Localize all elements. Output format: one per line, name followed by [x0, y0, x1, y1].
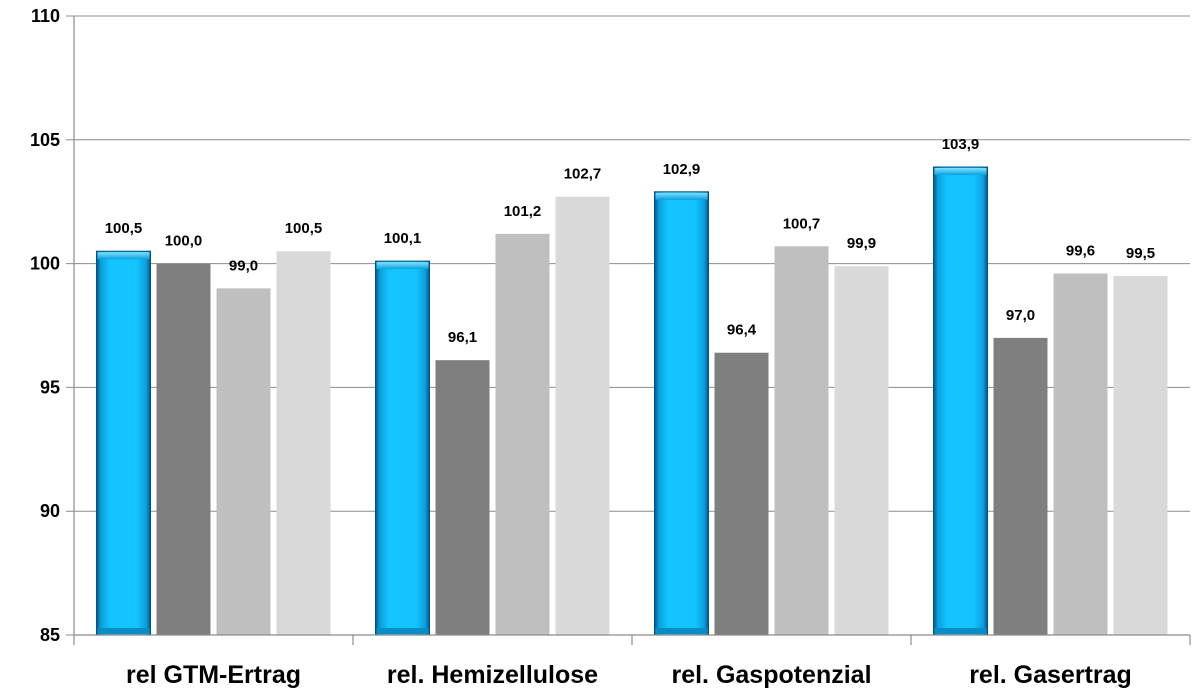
data-label: 96,1: [448, 329, 477, 346]
x-category-label: rel. Gaspotenzial: [671, 661, 871, 689]
y-tick-label: 90: [40, 501, 60, 521]
bar-series-4-1: [276, 251, 331, 635]
bar-series-3-2: [495, 233, 550, 635]
y-tick-label: 95: [40, 377, 60, 397]
bar-series-2-3: [714, 352, 769, 635]
y-tick-label: 110: [31, 6, 60, 26]
data-label: 99,6: [1066, 243, 1095, 260]
data-label: 100,5: [285, 220, 323, 237]
data-label: 99,9: [847, 235, 876, 252]
bar-series-2-2: [435, 360, 490, 635]
bar-series-2-1: [156, 263, 211, 635]
bar-series-3-4: [1053, 273, 1108, 635]
bar-series-3-1: [216, 288, 271, 635]
bar-series-4-3: [834, 266, 889, 635]
data-label: 97,0: [1006, 307, 1035, 324]
x-category-label: rel. Hemizellulose: [387, 661, 598, 689]
y-tick-label: 100: [30, 254, 60, 274]
bar-series-1-2: [375, 260, 430, 636]
bar-series-3-3: [774, 246, 829, 635]
bar-series-1-4: [933, 166, 988, 636]
data-label: 100,5: [105, 220, 143, 237]
data-label: 100,1: [384, 230, 422, 247]
data-label: 96,4: [727, 322, 757, 339]
data-label: 102,7: [564, 166, 602, 183]
data-label: 102,9: [663, 161, 701, 178]
data-label: 101,2: [504, 203, 542, 220]
bar-series-2-4: [993, 337, 1048, 635]
data-label: 100,7: [783, 215, 821, 232]
x-category-label: rel GTM-Ertrag: [126, 661, 301, 689]
x-category-label: rel. Gasertrag: [969, 661, 1132, 689]
bar-series-4-4: [1113, 275, 1168, 635]
data-label: 103,9: [942, 136, 980, 153]
bar-series-1-3: [654, 191, 709, 636]
data-label: 99,5: [1126, 245, 1155, 262]
bar-series-4-2: [555, 196, 610, 636]
y-tick-label: 85: [40, 625, 60, 645]
bar-series-1-1: [96, 250, 151, 636]
data-label: 99,0: [229, 257, 258, 274]
y-tick-label: 105: [30, 130, 60, 150]
data-label: 100,0: [165, 233, 203, 250]
